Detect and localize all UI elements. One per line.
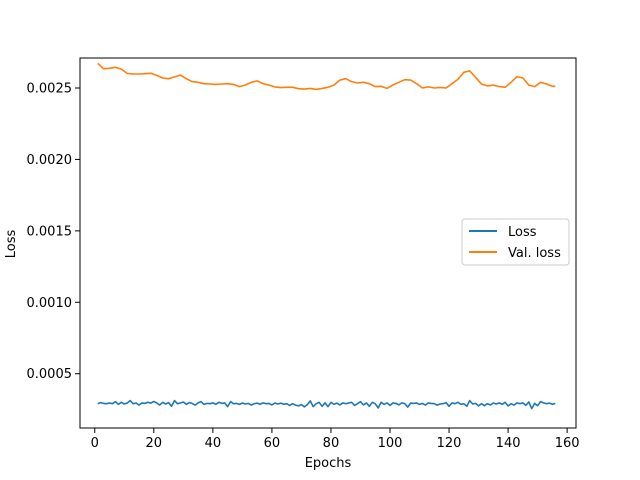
x-tick-label: 160 [555,436,580,451]
series-layer [97,62,556,410]
series-line-loss [97,399,556,410]
legend: Loss Val. loss [461,218,570,266]
x-tick-label: 0 [91,436,99,451]
legend-label-loss: Loss [508,225,537,240]
series-line-val-loss [97,62,556,91]
y-tick-label: 0.0025 [27,82,73,97]
y-tick-label: 0.0020 [27,153,73,168]
x-axis-ticks: 0 20 40 60 80 100 120 140 160 [91,428,580,451]
axes-frame [79,57,577,429]
y-tick-label: 0.0015 [27,224,73,239]
y-axis-ticks: 0.0005 0.0010 0.0015 0.0020 0.0025 [27,82,80,382]
x-tick-label: 100 [378,436,403,451]
y-axis-label: Loss [4,230,19,259]
x-tick-label: 140 [496,436,521,451]
x-tick-label: 20 [146,436,163,451]
x-tick-label: 60 [264,436,281,451]
x-axis-label: Epochs [305,456,352,471]
y-tick-label: 0.0005 [27,367,73,382]
legend-label-val-loss: Val. loss [508,246,561,261]
x-tick-label: 80 [323,436,340,451]
x-tick-label: 120 [437,436,462,451]
y-tick-label: 0.0010 [27,296,73,311]
x-tick-label: 40 [205,436,222,451]
